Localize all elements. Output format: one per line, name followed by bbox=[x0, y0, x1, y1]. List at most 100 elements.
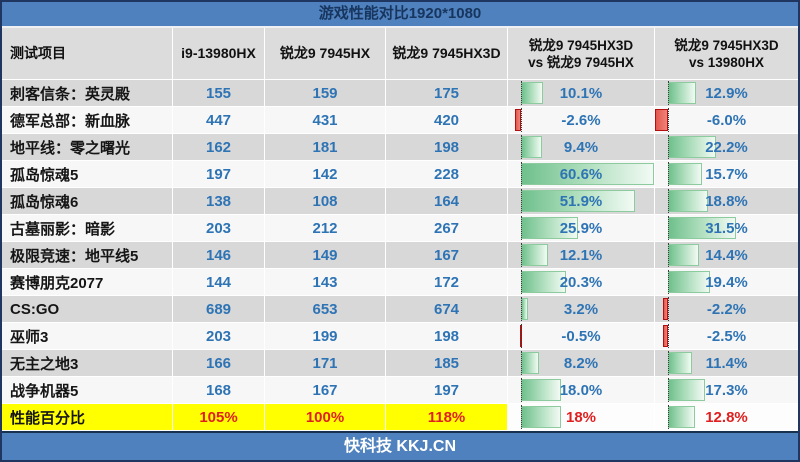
delta-value: 22.2% bbox=[705, 138, 748, 156]
positive-delta-bar bbox=[667, 379, 706, 401]
game-name-cell: 战争机器5 bbox=[2, 377, 173, 403]
table-row: 刺客信条：英灵殿 155 159 175 10.1% 12.9% bbox=[2, 80, 798, 107]
header-r9-7945hx3d: 锐龙9 7945HX3D bbox=[386, 28, 508, 79]
delta-value: 60.6% bbox=[559, 165, 603, 183]
fps-cell-r9-7945hx: 181 bbox=[265, 134, 386, 160]
positive-delta-bar bbox=[521, 244, 548, 266]
table-row: 极限竞速：地平线5 146 149 167 12.1% 14.4% bbox=[2, 242, 798, 269]
delta-cell: -0.5% bbox=[508, 323, 655, 349]
footer-brand: 快科技 KKJ.CN bbox=[2, 431, 798, 460]
summary-label: 性能百分比 bbox=[2, 404, 173, 430]
game-name-cell: 地平线：零之曙光 bbox=[2, 134, 173, 160]
summary-row: 性能百分比 105% 100% 118% 18% 12.8% bbox=[2, 404, 798, 431]
databar-axis bbox=[667, 324, 669, 348]
delta-cell: 18.0% bbox=[508, 377, 655, 403]
databar-axis bbox=[667, 378, 669, 402]
databar-axis bbox=[667, 243, 669, 267]
header-test-items: 测试项目 bbox=[2, 28, 173, 79]
databar-axis bbox=[667, 270, 669, 294]
databar-axis bbox=[667, 405, 669, 429]
positive-delta-bar bbox=[521, 82, 544, 104]
fps-cell-r9-7945hx: 171 bbox=[265, 350, 386, 376]
delta-value: -6.0% bbox=[706, 111, 747, 129]
table-title: 游戏性能对比1920*1080 bbox=[2, 2, 798, 28]
databar-axis bbox=[521, 162, 523, 186]
delta-cell: 17.3% bbox=[655, 377, 798, 403]
negative-delta-bar bbox=[663, 298, 668, 320]
fps-cell-r9-7945hx3d: 197 bbox=[386, 377, 508, 403]
positive-delta-bar bbox=[667, 82, 696, 104]
header-i9-13980hx: i9-13980HX bbox=[173, 28, 265, 79]
fps-cell-i9-13980hx: 203 bbox=[173, 215, 265, 241]
header-row: 测试项目 i9-13980HX 锐龙9 7945HX 锐龙9 7945HX3D … bbox=[2, 28, 798, 80]
fps-cell-i9-13980hx: 105% bbox=[173, 404, 265, 430]
table-row: 德军总部：新血脉 447 431 420 -2.6% -6.0% bbox=[2, 107, 798, 134]
positive-delta-bar bbox=[521, 352, 540, 374]
databar-axis bbox=[667, 297, 669, 321]
delta-cell: 18.8% bbox=[655, 188, 798, 214]
header-vs-13980hx: 锐龙9 7945HX3D vs 13980HX bbox=[674, 37, 779, 70]
databar-axis bbox=[521, 243, 523, 267]
fps-cell-r9-7945hx3d: 198 bbox=[386, 134, 508, 160]
fps-cell-r9-7945hx: 431 bbox=[265, 107, 386, 133]
table-row: 孤岛惊魂6 138 108 164 51.9% 18.8% bbox=[2, 188, 798, 215]
databar-axis bbox=[667, 162, 669, 186]
databar-axis bbox=[521, 108, 523, 132]
header-vs-7945hx: 锐龙9 7945HX3D vs 锐龙9 7945HX bbox=[508, 28, 655, 79]
databar-axis bbox=[521, 135, 523, 159]
fps-cell-r9-7945hx: 167 bbox=[265, 377, 386, 403]
table-row: 战争机器5 168 167 197 18.0% 17.3% bbox=[2, 377, 798, 404]
delta-cell: 12.9% bbox=[655, 80, 798, 106]
fps-cell-i9-13980hx: 447 bbox=[173, 107, 265, 133]
game-name-cell: 无主之地3 bbox=[2, 350, 173, 376]
delta-cell: -2.6% bbox=[508, 107, 655, 133]
databar-axis bbox=[521, 324, 523, 348]
positive-delta-bar bbox=[667, 406, 696, 428]
fps-cell-i9-13980hx: 203 bbox=[173, 323, 265, 349]
delta-value: 31.5% bbox=[705, 219, 748, 237]
delta-value: -2.6% bbox=[561, 111, 601, 129]
delta-value: 3.2% bbox=[563, 300, 599, 318]
fps-cell-r9-7945hx3d: 420 bbox=[386, 107, 508, 133]
delta-value: 8.2% bbox=[563, 354, 599, 372]
databar-axis bbox=[667, 81, 669, 105]
delta-value: 17.3% bbox=[705, 381, 748, 399]
game-name-cell: 巫师3 bbox=[2, 323, 173, 349]
delta-cell: 18% bbox=[508, 404, 655, 430]
delta-value: 25.9% bbox=[559, 219, 603, 237]
delta-cell: 11.4% bbox=[655, 350, 798, 376]
fps-cell-i9-13980hx: 155 bbox=[173, 80, 265, 106]
game-name-cell: 极限竞速：地平线5 bbox=[2, 242, 173, 268]
delta-cell: -6.0% bbox=[655, 107, 798, 133]
delta-value: 18.8% bbox=[705, 192, 748, 210]
delta-value: -2.2% bbox=[706, 300, 747, 318]
delta-cell: 60.6% bbox=[508, 161, 655, 187]
delta-cell: -2.5% bbox=[655, 323, 798, 349]
fps-cell-i9-13980hx: 146 bbox=[173, 242, 265, 268]
positive-delta-bar bbox=[521, 136, 542, 158]
databar-axis bbox=[667, 135, 669, 159]
fps-cell-r9-7945hx: 100% bbox=[265, 404, 386, 430]
game-name-cell: 赛博朋克2077 bbox=[2, 269, 173, 295]
table-row: 巫师3 203 199 198 -0.5% -2.5% bbox=[2, 323, 798, 350]
fps-cell-r9-7945hx3d: 167 bbox=[386, 242, 508, 268]
delta-cell: 15.7% bbox=[655, 161, 798, 187]
databar-axis bbox=[667, 216, 669, 240]
positive-delta-bar bbox=[667, 163, 702, 185]
delta-cell: 14.4% bbox=[655, 242, 798, 268]
fps-cell-r9-7945hx: 199 bbox=[265, 323, 386, 349]
table-body: 刺客信条：英灵殿 155 159 175 10.1% 12.9% 德军总部：新血脉 447 43… bbox=[2, 80, 798, 431]
fps-cell-i9-13980hx: 689 bbox=[173, 296, 265, 322]
fps-cell-i9-13980hx: 166 bbox=[173, 350, 265, 376]
game-name-cell: 古墓丽影：暗影 bbox=[2, 215, 173, 241]
fps-cell-r9-7945hx: 142 bbox=[265, 161, 386, 187]
fps-cell-r9-7945hx: 149 bbox=[265, 242, 386, 268]
fps-cell-r9-7945hx3d: 674 bbox=[386, 296, 508, 322]
delta-value: 14.4% bbox=[705, 246, 748, 264]
delta-value: 51.9% bbox=[559, 192, 603, 210]
fps-cell-i9-13980hx: 138 bbox=[173, 188, 265, 214]
delta-value: 18.0% bbox=[559, 381, 603, 399]
delta-cell: 22.2% bbox=[655, 134, 798, 160]
delta-cell: 19.4% bbox=[655, 269, 798, 295]
